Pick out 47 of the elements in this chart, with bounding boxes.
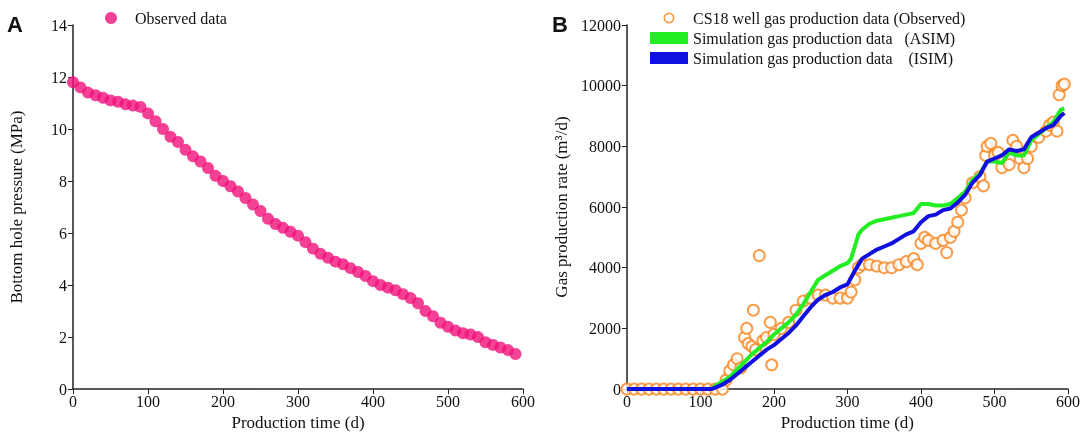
y-tick-label: 2 [59,328,67,346]
y-tick-label: 8 [59,172,67,190]
point [172,136,184,149]
x-tick-label: 400 [908,392,933,410]
x-tick-label: 500 [436,392,460,410]
point [149,115,162,128]
legend-label: Observed data [135,9,227,27]
x-tick-label: 100 [688,392,713,410]
y-tick-label: 0 [612,380,621,398]
y-tick-label: 4000 [588,259,621,277]
y-tick-label: 10 [51,120,67,138]
point [427,310,439,323]
y-tick-label: 0 [59,380,67,398]
x-tick-label: 200 [761,392,786,410]
point [142,107,154,120]
y-tick-label: 8000 [588,137,621,155]
y-axis-title: Gas production rate (m³/d) [552,116,571,298]
legend-label: Simulation gas production data (ASIM) [693,29,956,48]
x-tick-label: 500 [982,392,1007,410]
y-tick-label: 12000 [580,16,621,34]
y-tick-label: 14 [51,16,67,34]
y-tick-label: 4 [59,276,67,294]
y-tick-label: 6 [59,224,67,242]
x-tick-label: 400 [361,392,385,410]
y-axis-title: Bottom hole pressure (MPa) [7,110,26,304]
x-axis-title: Production time (d) [780,413,915,432]
point [292,229,304,242]
x-axis-title: Production time (d) [231,413,365,432]
legend-label: CS18 well gas production data (Observed) [693,9,966,28]
x-tick-label: 200 [211,392,235,410]
chart-title: B [552,11,568,37]
point [202,162,214,175]
y-tick-label: 12 [51,68,67,86]
x-tick-label: 300 [286,392,310,410]
point [157,123,169,136]
x-tick-label: 600 [511,392,535,410]
chart-title: A [7,11,23,37]
y-tick-label: 10000 [580,77,621,95]
point [509,347,522,360]
y-tick-label: 2000 [588,319,621,337]
x-tick-label: 100 [136,392,160,410]
point [412,297,424,310]
x-tick-label: 300 [835,392,860,410]
point [254,204,267,217]
legend-label: Simulation gas production data (ISIM) [693,49,953,68]
y-tick-label: 6000 [588,198,621,216]
x-tick-label: 600 [1056,392,1080,410]
